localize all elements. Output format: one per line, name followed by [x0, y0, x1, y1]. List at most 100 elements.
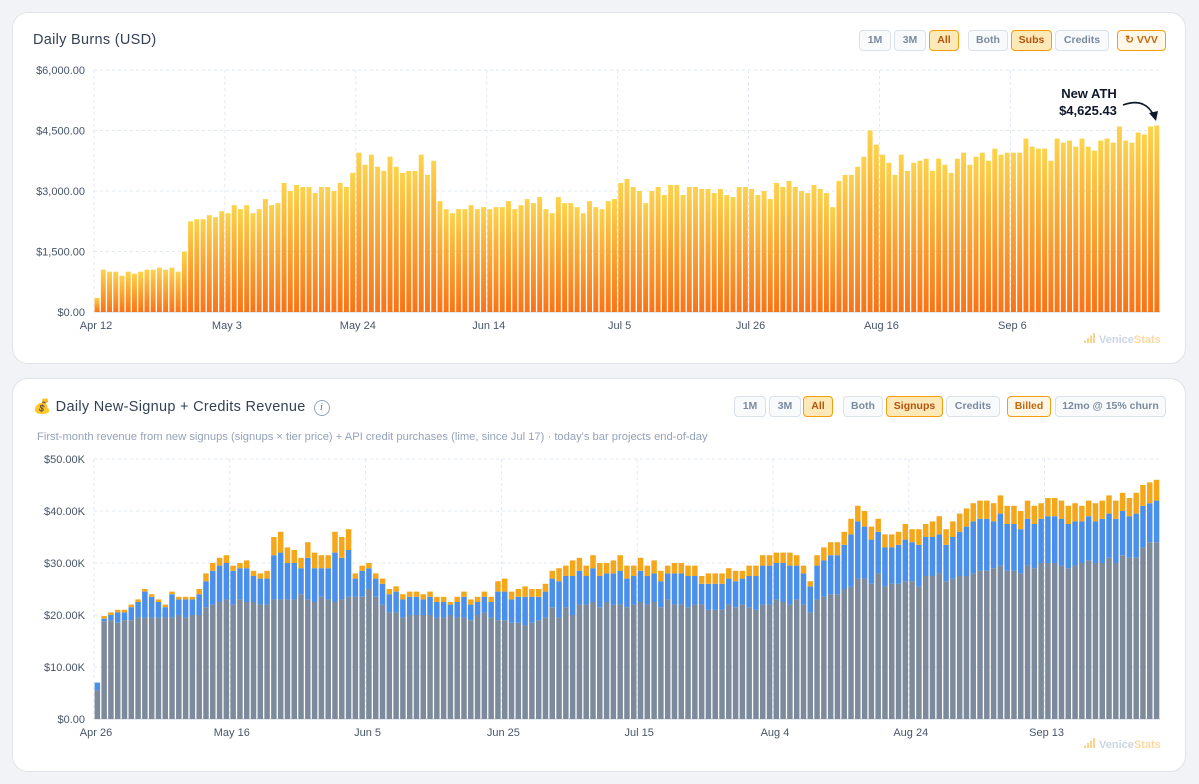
type-subs-button[interactable]: Subs — [1011, 30, 1052, 51]
range-3m-button[interactable]: 3M — [894, 30, 926, 51]
burn-bar — [1104, 138, 1110, 312]
signups-bar — [481, 596, 488, 613]
burn-bar — [699, 188, 705, 312]
type-credits-button-2[interactable]: Credits — [946, 396, 1000, 417]
burn-bar — [668, 184, 674, 312]
range-all-button-2[interactable]: All — [803, 396, 833, 417]
burn-bar — [1073, 146, 1079, 312]
base-bar — [271, 599, 277, 719]
burn-bar — [836, 180, 842, 312]
burn-bar — [630, 186, 636, 312]
credits-bar — [529, 589, 535, 597]
signups-bar — [793, 565, 800, 600]
base-bar — [617, 604, 623, 719]
base-bar — [563, 607, 569, 719]
base-bar — [855, 578, 861, 719]
signups-bar — [121, 612, 128, 621]
y-tick-label: $30.00K — [44, 558, 86, 570]
burn-bar — [194, 219, 200, 312]
base-bar — [1140, 547, 1146, 719]
base-bar — [114, 622, 121, 719]
burn-bar — [156, 267, 162, 312]
base-bar — [658, 607, 664, 719]
base-bar — [916, 586, 922, 719]
signups-bar — [488, 602, 494, 618]
range-all-button[interactable]: All — [929, 30, 959, 51]
credits-bar — [271, 537, 277, 556]
burn-bar — [886, 162, 892, 312]
signups-bar — [692, 576, 698, 605]
burn-bar — [312, 193, 318, 312]
signups-bar — [821, 560, 827, 597]
credits-bar — [305, 542, 311, 558]
burn-bar — [537, 197, 543, 312]
burn-bar — [811, 184, 817, 312]
signups-bar — [393, 591, 399, 613]
credits-bar — [1004, 505, 1010, 524]
signups-bar — [529, 596, 535, 623]
credits-bar — [766, 555, 773, 566]
signups-bar — [515, 596, 522, 623]
signups-bar — [400, 599, 406, 618]
signups-bar — [237, 568, 243, 600]
credits-bar — [834, 542, 841, 556]
type-credits-button[interactable]: Credits — [1055, 30, 1109, 51]
billed-button[interactable]: Billed — [1007, 396, 1051, 417]
revenue-subtitle: First-month revenue from new signups (si… — [37, 431, 708, 443]
signups-bar — [1004, 524, 1010, 571]
burn-bar — [107, 271, 113, 312]
credits-bar — [827, 542, 834, 556]
base-bar — [488, 617, 494, 719]
signups-bar — [1119, 511, 1126, 556]
signups-bar — [861, 526, 868, 579]
type-both-button[interactable]: Both — [968, 30, 1008, 51]
credits-bar — [1099, 500, 1105, 519]
base-bar — [474, 615, 481, 719]
burn-bar — [549, 213, 555, 312]
base-bar — [515, 622, 522, 719]
churn-button[interactable]: 12mo @ 15% churn — [1055, 396, 1166, 417]
burn-bar — [213, 217, 218, 312]
burn-bar — [1116, 126, 1122, 312]
burn-bar — [892, 174, 898, 312]
base-bar — [936, 573, 943, 719]
base-bar — [875, 573, 881, 719]
credits-bar — [508, 591, 515, 600]
burn-bar — [319, 186, 324, 312]
credits-bar — [610, 560, 617, 574]
base-bar — [189, 615, 196, 719]
signups-bar — [1153, 500, 1160, 543]
range-3m-button-2[interactable]: 3M — [769, 396, 801, 417]
base-bar — [250, 602, 257, 719]
y-tick-label: $0.00 — [57, 714, 85, 726]
burn-bar — [767, 199, 773, 312]
burn-bar — [300, 186, 306, 312]
signups-bar — [746, 576, 752, 608]
token-vvv-button[interactable]: ↻ VVV — [1117, 30, 1166, 51]
credits-bar — [671, 563, 678, 574]
info-icon[interactable]: i — [313, 400, 330, 416]
burn-bar — [961, 152, 967, 312]
base-bar — [413, 615, 420, 719]
base-bar — [162, 617, 168, 719]
credits-bar — [590, 555, 596, 569]
burn-bar — [437, 201, 443, 312]
base-bar — [1106, 557, 1112, 719]
signups-bar — [305, 557, 311, 600]
burn-bar — [948, 172, 954, 312]
range-1m-button[interactable]: 1M — [859, 30, 891, 51]
revenue-title-text: 💰 Daily New-Signup + Credits Revenue — [33, 399, 306, 415]
type-signups-button[interactable]: Signups — [886, 396, 943, 417]
signups-bar — [372, 578, 379, 597]
range-1m-button-2[interactable]: 1M — [734, 396, 766, 417]
burn-bar — [1110, 142, 1116, 312]
burn-bar — [861, 156, 867, 312]
signups-bar — [257, 578, 264, 605]
signups-bar — [678, 573, 685, 605]
base-bar — [732, 607, 739, 719]
credits-bar — [929, 521, 936, 537]
base-bar — [243, 602, 250, 719]
type-both-button-2[interactable]: Both — [843, 396, 883, 417]
base-bar — [800, 604, 807, 719]
watermark-bar-icon — [1087, 743, 1089, 748]
